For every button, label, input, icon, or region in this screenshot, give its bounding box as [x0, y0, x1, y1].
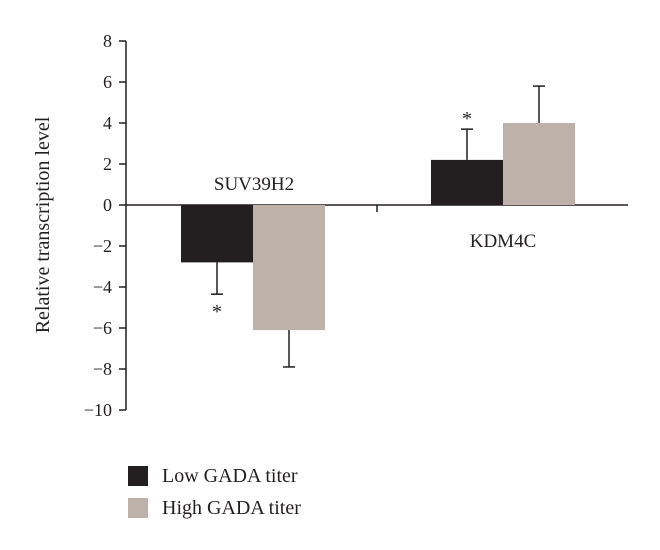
y-tick-label: −6 [93, 318, 112, 338]
legend-swatch-high [128, 498, 148, 518]
y-tick-label: −10 [84, 400, 112, 420]
bar [253, 205, 325, 331]
category-label: KDM4C [470, 231, 537, 252]
y-tick-label: −4 [93, 277, 112, 297]
y-tick-label: −2 [93, 236, 112, 256]
legend-label-high: High GADA titer [162, 496, 301, 519]
y-axis-title: Relative transcription level [32, 116, 54, 333]
y-tick-label: 6 [103, 72, 112, 92]
legend-item-low: Low GADA titer [128, 460, 301, 492]
legend: Low GADA titer High GADA titer [128, 460, 301, 524]
y-tick-label: 4 [103, 113, 112, 133]
y-tick-label: 0 [103, 195, 112, 215]
bar [181, 205, 253, 263]
bar [503, 123, 575, 205]
y-tick-label: 8 [103, 31, 112, 51]
y-tick-label: 2 [103, 154, 112, 174]
significance-marker: * [462, 108, 472, 130]
legend-swatch-low [128, 466, 148, 486]
plot-area: 8 6 4 2 0 −2 −4 −6 −8 −10 SUV39H2 * KDM4C * [84, 31, 628, 420]
legend-item-high: High GADA titer [128, 492, 301, 524]
bar [431, 159, 503, 205]
legend-label-low: Low GADA titer [162, 464, 298, 487]
y-tick-label: −8 [93, 359, 112, 379]
bar-chart: Relative transcription level 8 6 4 2 0 −2 −4 −6… [32, 31, 628, 420]
significance-marker: * [212, 301, 222, 323]
category-label: SUV39H2 [214, 174, 294, 195]
